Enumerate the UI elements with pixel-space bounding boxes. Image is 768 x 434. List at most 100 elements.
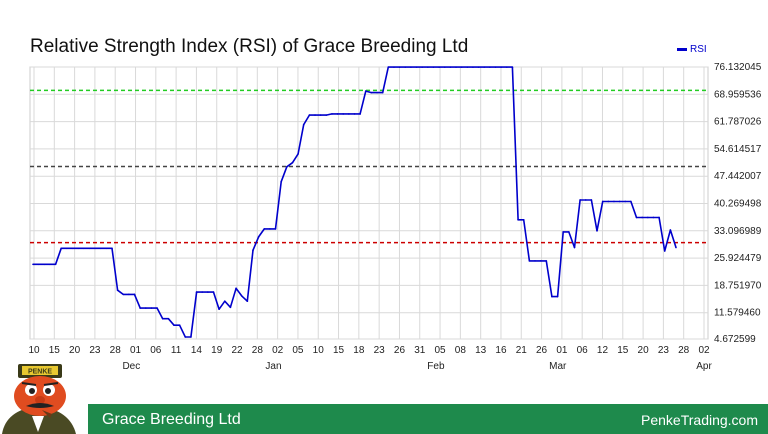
- rsi-point: [161, 317, 164, 320]
- rsi-point: [156, 307, 158, 309]
- rsi-point: [150, 307, 153, 309]
- rsi-point: [579, 199, 581, 201]
- rsi-point: [618, 200, 621, 203]
- rsi-point: [635, 216, 638, 219]
- rsi-point: [427, 66, 429, 68]
- rsi-point: [167, 317, 170, 320]
- rsi-point: [49, 263, 51, 266]
- rsi-point: [308, 114, 311, 116]
- rsi-point: [128, 293, 130, 296]
- rsi-point: [534, 260, 536, 262]
- rsi-point: [116, 289, 119, 291]
- x-tick-label: 18: [353, 345, 365, 356]
- month-label: Apr: [696, 361, 712, 372]
- rsi-point: [607, 200, 610, 203]
- rsi-point: [483, 66, 486, 68]
- rsi-point: [551, 295, 553, 298]
- rsi-point: [71, 247, 74, 250]
- month-label: Feb: [427, 361, 445, 372]
- rsi-point: [573, 246, 576, 249]
- rsi-point: [99, 247, 102, 250]
- series-layer: [32, 66, 677, 338]
- rsi-point: [601, 200, 604, 203]
- rsi-point: [528, 260, 531, 262]
- reference-lines: [30, 89, 708, 244]
- rsi-point: [505, 66, 508, 68]
- rsi-point: [235, 287, 237, 290]
- rsi-point: [652, 216, 655, 219]
- month-label: Dec: [122, 361, 140, 372]
- rsi-point: [207, 291, 209, 293]
- rsi-point: [263, 228, 266, 230]
- x-tick-label: 15: [333, 345, 345, 356]
- x-tick-label: 15: [49, 345, 61, 356]
- x-tick-label: 06: [150, 345, 162, 356]
- rsi-point: [246, 300, 249, 303]
- rsi-point: [489, 66, 491, 68]
- rsi-point: [613, 200, 615, 203]
- rsi-point: [105, 247, 108, 250]
- x-tick-label: 28: [252, 345, 264, 356]
- rsi-point: [415, 66, 418, 68]
- legend-label: RSI: [690, 44, 707, 55]
- rsi-point: [353, 113, 356, 115]
- x-tick-label: 20: [69, 345, 81, 356]
- x-tick-label: 14: [191, 345, 203, 356]
- rsi-point: [212, 291, 215, 293]
- month-label: Jan: [265, 361, 281, 372]
- rsi-point: [370, 91, 373, 94]
- rsi-point: [455, 66, 457, 68]
- x-tick-label: 10: [28, 345, 40, 356]
- rsi-point: [562, 231, 564, 233]
- rsi-point: [178, 324, 181, 326]
- rsi-point: [111, 247, 113, 250]
- legend-swatch: [677, 47, 687, 51]
- logo-text: PENKE: [28, 369, 52, 376]
- rsi-point: [122, 293, 125, 296]
- rsi-point: [274, 228, 277, 230]
- y-axis: 76.132045 68.959536 61.787026 54.614517 47.4…: [714, 62, 762, 345]
- x-tick-label: 05: [292, 345, 304, 356]
- rsi-point: [314, 114, 316, 116]
- rsi-point: [302, 123, 305, 126]
- x-tick-label: 23: [89, 345, 101, 356]
- rsi-point: [641, 216, 643, 219]
- x-tick-label: 15: [617, 345, 629, 356]
- company-name: Grace Breeding Ltd: [102, 411, 241, 428]
- rsi-point: [195, 291, 198, 293]
- site-link[interactable]: PenkeTrading.com: [641, 412, 758, 428]
- rsi-point: [398, 66, 401, 68]
- rsi-point: [145, 307, 147, 309]
- x-tick-label: 23: [658, 345, 670, 356]
- rsi-point: [472, 66, 474, 68]
- rsi-point: [82, 247, 85, 250]
- rsi-point: [381, 91, 384, 94]
- rsi-point: [460, 66, 463, 68]
- rsi-point: [88, 247, 91, 250]
- rsi-point: [133, 293, 136, 296]
- x-tick-label: 01: [130, 345, 142, 356]
- legend: RSI: [677, 44, 707, 55]
- penke-mascot-logo: PENKE: [2, 364, 76, 434]
- rsi-point: [184, 336, 187, 338]
- x-tick-label: 12: [597, 345, 609, 356]
- chart-title: Relative Strength Index (RSI) of Grace B…: [30, 36, 469, 57]
- rsi-point: [590, 199, 593, 201]
- x-tick-label: 31: [414, 345, 426, 356]
- y-tick-label: 25.924479: [714, 253, 762, 264]
- rsi-point: [675, 246, 677, 249]
- rsi-point: [443, 66, 446, 68]
- rsi-point: [556, 295, 559, 298]
- rsi-point: [240, 295, 243, 297]
- month-label: Mar: [549, 361, 567, 372]
- rsi-point: [291, 161, 294, 164]
- rsi-point: [646, 216, 649, 219]
- y-tick-label: 76.132045: [714, 62, 762, 73]
- rsi-point: [43, 263, 46, 266]
- rsi-point: [387, 66, 390, 68]
- x-tick-label: 26: [536, 345, 548, 356]
- rsi-point: [393, 66, 395, 68]
- y-tick-label: 18.751970: [714, 280, 762, 291]
- rsi-point: [229, 306, 232, 309]
- y-tick-label: 40.269498: [714, 199, 762, 210]
